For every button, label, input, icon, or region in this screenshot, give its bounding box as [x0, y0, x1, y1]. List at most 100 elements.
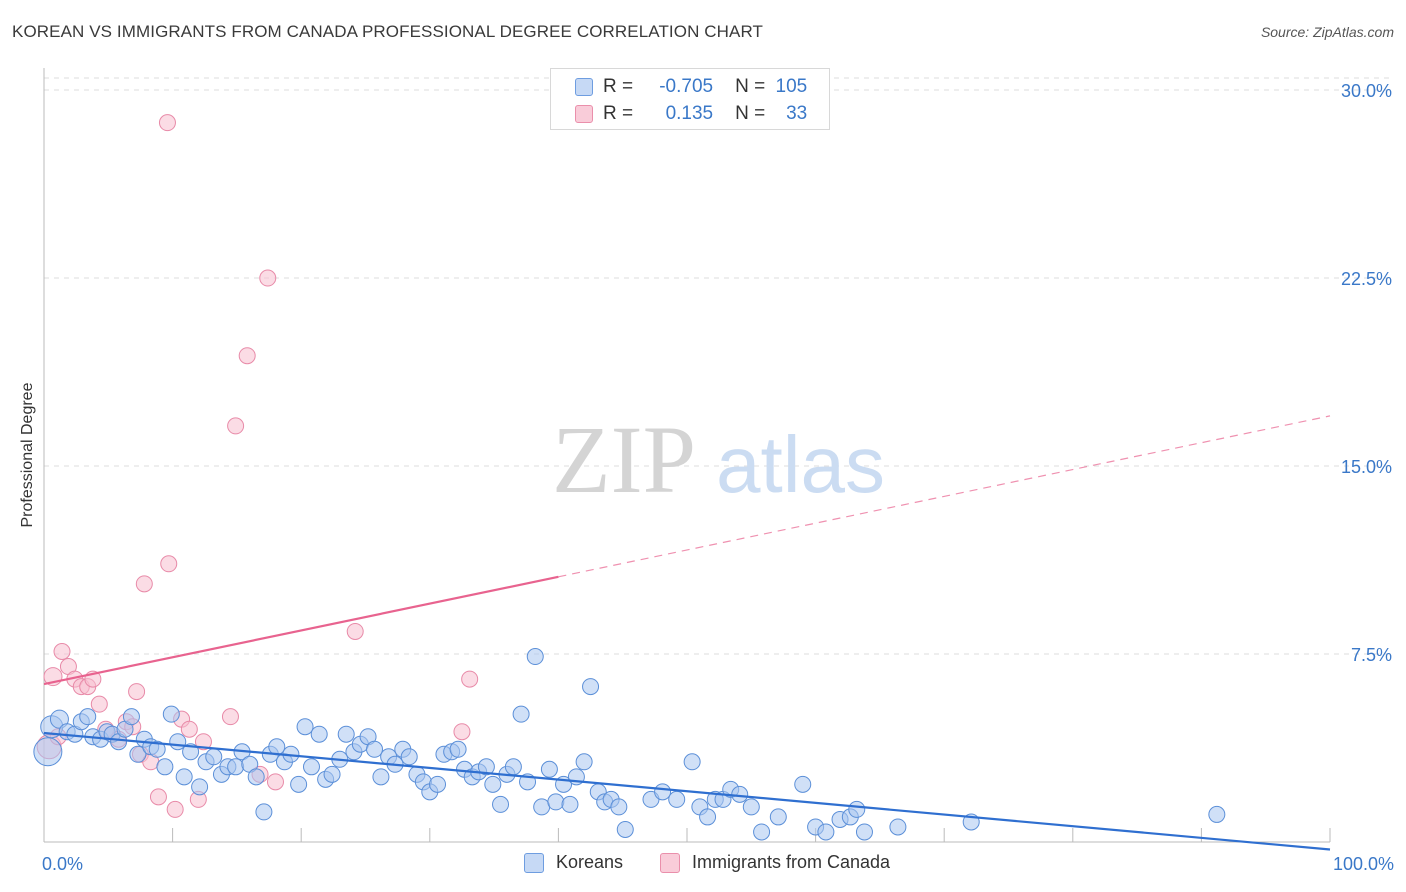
- korean-point: [175, 768, 193, 786]
- stats-row-canada: R = 0.135 N = 33: [551, 101, 807, 127]
- korean-point: [794, 775, 812, 793]
- korean-point: [337, 725, 355, 743]
- n-value: 105: [775, 76, 808, 97]
- koreans-trend-solid: [43, 731, 1331, 851]
- tick-labels: 7.5% 15.0% 22.5% 30.0% 0.0% 100.0%: [42, 81, 1394, 874]
- y-tick-label: 22.5%: [1341, 269, 1392, 289]
- canada-point: [453, 723, 471, 741]
- korean-point: [247, 768, 265, 786]
- watermark-atlas: atlas: [716, 420, 885, 509]
- korean-point: [547, 793, 565, 811]
- korean-point: [449, 740, 467, 758]
- canada-point: [266, 773, 284, 791]
- canada-point: [221, 708, 239, 726]
- legend-item-canada[interactable]: Immigrants from Canada: [660, 852, 890, 873]
- korean-point: [33, 737, 63, 767]
- korean-point: [889, 818, 907, 836]
- korean-point: [848, 800, 866, 818]
- chart-title: KOREAN VS IMMIGRANTS FROM CANADA PROFESS…: [12, 22, 764, 41]
- canada-point: [90, 695, 108, 713]
- canada-point: [259, 269, 277, 287]
- korean-point: [533, 798, 551, 816]
- r-label: R =: [603, 76, 634, 97]
- korean-point: [683, 753, 701, 771]
- y-tick-label: 15.0%: [1341, 457, 1392, 477]
- korean-point: [526, 648, 544, 666]
- koreans-legend-label: Koreans: [556, 852, 624, 872]
- korean-point: [400, 748, 418, 766]
- legend-item-koreans[interactable]: Koreans: [524, 852, 623, 873]
- axes: [43, 68, 1331, 843]
- korean-point: [654, 783, 672, 801]
- korean-point: [582, 678, 600, 696]
- korean-point: [169, 733, 187, 751]
- r-value: 0.135: [665, 103, 714, 124]
- korean-point: [504, 758, 522, 776]
- x-tick-label: 100.0%: [1333, 854, 1394, 874]
- canada-point: [128, 683, 146, 701]
- canada-point: [166, 800, 184, 818]
- korean-point: [484, 775, 502, 793]
- korean-point: [323, 765, 341, 783]
- korean-point: [227, 758, 245, 776]
- stats-box: R = -0.705 N = 105 R = 0.135 N = 33: [550, 68, 830, 130]
- korean-point: [575, 753, 593, 771]
- korean-point: [268, 738, 286, 756]
- korean-point: [477, 758, 495, 776]
- y-tick-label: 7.5%: [1351, 645, 1392, 665]
- korean-point: [616, 820, 634, 838]
- watermark: ZIP atlas: [552, 406, 885, 513]
- korean-point: [148, 740, 166, 758]
- n-value: 33: [786, 103, 808, 124]
- watermark-zip: ZIP: [552, 406, 696, 513]
- korean-point: [492, 795, 510, 813]
- korean-point: [817, 823, 835, 841]
- canada-point: [160, 555, 178, 573]
- korean-point: [1208, 805, 1226, 823]
- korean-point: [79, 708, 97, 726]
- gridlines: [44, 77, 1392, 655]
- canada-point: [135, 575, 153, 593]
- stats-row-koreans: R = -0.705 N = 105: [551, 74, 807, 100]
- canada-point: [158, 114, 176, 132]
- canada-point: [461, 670, 479, 688]
- korean-point: [372, 768, 390, 786]
- koreans-swatch: [575, 78, 593, 96]
- korean-point: [668, 790, 686, 808]
- canada-swatch: [575, 105, 593, 123]
- korean-point: [182, 743, 200, 761]
- canada-point: [227, 417, 245, 435]
- korean-point: [191, 778, 209, 796]
- korean-point: [855, 823, 873, 841]
- canada-point: [180, 720, 198, 738]
- canada-point: [194, 733, 212, 751]
- korean-point: [429, 775, 447, 793]
- korean-point: [310, 725, 328, 743]
- r-value: -0.705: [659, 76, 714, 97]
- korean-point: [610, 798, 628, 816]
- series-koreans: [33, 648, 1226, 841]
- canada-trend-solid: [43, 575, 559, 686]
- trend-lines: [43, 415, 1331, 851]
- korean-point: [512, 705, 530, 723]
- r-label: R =: [603, 103, 634, 124]
- korean-point: [205, 748, 223, 766]
- canada-point: [149, 788, 167, 806]
- korean-point: [366, 740, 384, 758]
- canada-point: [346, 622, 364, 640]
- korean-point: [129, 745, 147, 763]
- korean-point: [540, 760, 558, 778]
- korean-point: [156, 758, 174, 776]
- canada-point: [238, 347, 256, 365]
- x-tick-label: 0.0%: [42, 854, 83, 874]
- canada-trend-dashed: [558, 415, 1331, 578]
- korean-point: [742, 798, 760, 816]
- korean-point: [162, 705, 180, 723]
- y-tick-label: 30.0%: [1341, 81, 1392, 101]
- korean-point: [290, 775, 308, 793]
- canada-point: [53, 643, 71, 661]
- koreans-legend-swatch: [524, 852, 544, 873]
- korean-point: [302, 758, 320, 776]
- korean-point: [561, 795, 579, 813]
- korean-point: [255, 803, 273, 821]
